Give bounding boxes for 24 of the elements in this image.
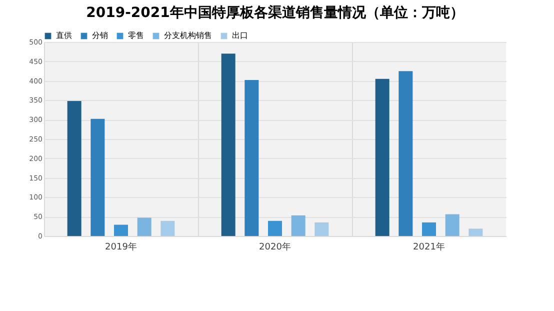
bar — [445, 214, 460, 236]
bar — [160, 220, 175, 236]
legend-label: 分支机构销售 — [164, 31, 212, 40]
legend-label: 出口 — [232, 31, 248, 40]
bar — [90, 118, 105, 236]
bar — [398, 71, 413, 236]
legend-label: 零售 — [128, 31, 144, 40]
bar — [221, 54, 236, 236]
bar — [291, 215, 306, 236]
bar — [375, 78, 390, 236]
x-tick-label: 2021年 — [413, 242, 445, 252]
bar — [468, 228, 483, 236]
bar — [268, 220, 282, 236]
bar — [422, 222, 436, 236]
bar — [114, 224, 128, 236]
x-tick-label: 2020年 — [259, 242, 291, 252]
bar — [244, 80, 259, 236]
chart-title: 2019-2021年中国特厚板各渠道销售量情况（单位：万吨） — [86, 4, 464, 21]
x-tick-label: 2019年 — [105, 242, 137, 252]
legend-label: 直供 — [56, 31, 72, 40]
bar — [67, 100, 82, 236]
bar — [314, 222, 329, 236]
bar — [137, 218, 152, 236]
legend-label: 分销 — [92, 31, 108, 40]
